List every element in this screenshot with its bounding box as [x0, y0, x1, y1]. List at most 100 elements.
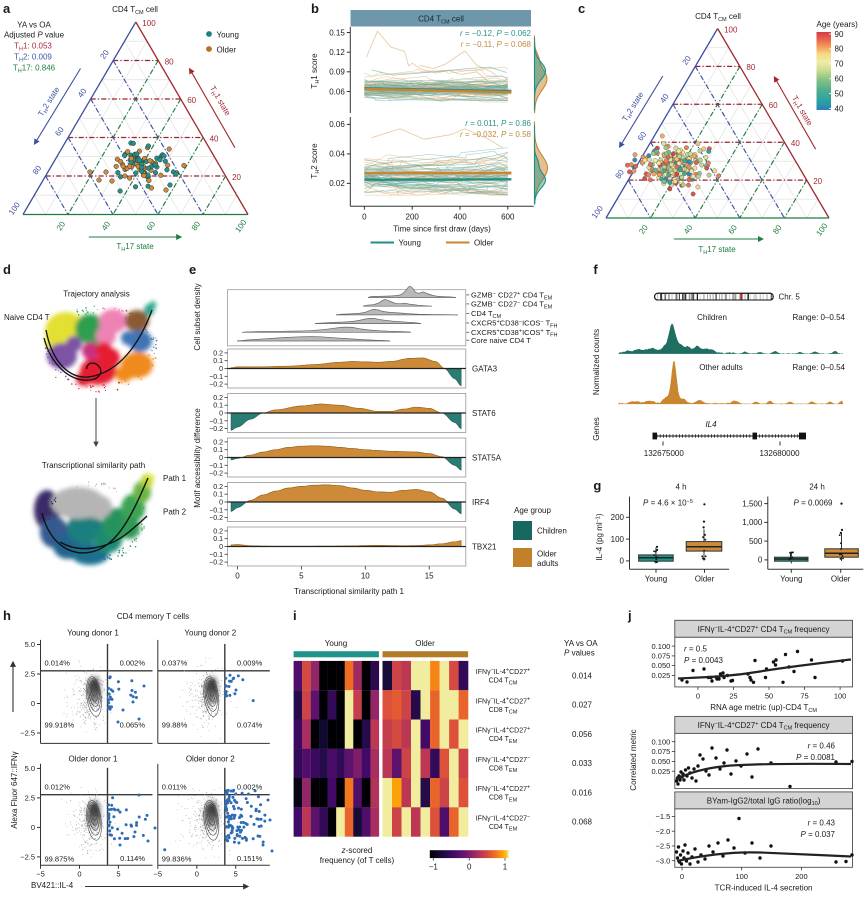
- svg-text:IFNγ−​IL-4+​CD27+​: IFNγ−​IL-4+​CD27+​: [476, 726, 530, 735]
- svg-text:0: 0: [31, 823, 35, 832]
- svg-text:0.014%: 0.014%: [45, 659, 71, 668]
- svg-text:frequency (of T cells): frequency (of T cells): [320, 856, 395, 865]
- svg-text:P values: P values: [564, 649, 595, 658]
- svg-text:0.02: 0.02: [329, 179, 345, 188]
- svg-text:r = −0.12, P = 0.062: r = −0.12, P = 0.062: [460, 29, 532, 38]
- svg-text:0: 0: [219, 500, 223, 507]
- svg-text:P = 4.6 × 10−5​: P = 4.6 × 10−5​: [643, 499, 693, 508]
- svg-text:P = 0.0043: P = 0.0043: [684, 656, 723, 665]
- svg-text:0: 0: [77, 870, 81, 879]
- svg-text:0.100: 0.100: [652, 737, 671, 746]
- svg-text:a: a: [3, 1, 11, 16]
- svg-text:0.1: 0.1: [213, 403, 223, 410]
- svg-text:20: 20: [813, 177, 822, 186]
- svg-text:500: 500: [749, 537, 763, 546]
- svg-text:−0.1: −0.1: [209, 463, 223, 470]
- svg-text:0.2: 0.2: [213, 528, 223, 535]
- svg-text:Young: Young: [780, 575, 802, 584]
- svg-text:IRF4: IRF4: [472, 498, 490, 507]
- svg-text:IFNγ−​IL-4+​CD27−​: IFNγ−​IL-4+​CD27−​: [476, 755, 530, 764]
- svg-text:0.15: 0.15: [329, 28, 345, 37]
- svg-text:0.075: 0.075: [652, 747, 671, 756]
- svg-text:5: 5: [234, 870, 238, 879]
- svg-text:0.037%: 0.037%: [162, 659, 188, 668]
- svg-text:2.5: 2.5: [25, 794, 35, 803]
- svg-text:Older: Older: [537, 550, 557, 559]
- svg-text:Young: Young: [399, 239, 421, 248]
- svg-text:Naive CD4 T: Naive CD4 T: [4, 313, 50, 322]
- svg-text:0.1: 0.1: [213, 492, 223, 499]
- svg-text:Adjusted P value: Adjusted P value: [4, 31, 65, 40]
- svg-text:0.033: 0.033: [572, 759, 593, 768]
- svg-text:Correlated metric: Correlated metric: [629, 729, 638, 790]
- svg-text:−0.1: −0.1: [209, 507, 223, 514]
- svg-text:50: 50: [765, 692, 773, 701]
- svg-text:r = 0.43: r = 0.43: [808, 819, 836, 828]
- svg-text:0.04: 0.04: [329, 150, 345, 159]
- svg-text:60: 60: [769, 101, 778, 110]
- svg-text:99.875%: 99.875%: [45, 854, 75, 863]
- svg-text:0.009%: 0.009%: [237, 659, 263, 668]
- svg-text:0.016: 0.016: [572, 789, 593, 798]
- svg-text:1: 1: [503, 863, 508, 872]
- svg-text:g: g: [593, 478, 601, 493]
- svg-text:−0.2: −0.2: [209, 515, 223, 522]
- svg-text:25: 25: [729, 692, 737, 701]
- svg-text:0.050: 0.050: [652, 661, 671, 670]
- svg-text:Core naive CD4 T: Core naive CD4 T: [471, 336, 531, 345]
- svg-text:h: h: [3, 608, 11, 623]
- svg-text:−5: −5: [154, 870, 163, 879]
- svg-text:40: 40: [791, 139, 800, 148]
- svg-text:−1.5: −1.5: [655, 812, 670, 821]
- svg-text:GATA3: GATA3: [472, 364, 498, 373]
- svg-text:1,500: 1,500: [742, 499, 763, 508]
- svg-text:Older: Older: [217, 45, 237, 54]
- svg-text:0: 0: [219, 411, 223, 418]
- svg-text:4 h: 4 h: [675, 483, 686, 492]
- svg-text:IFNγ−​IL-4+​CD27+​: IFNγ−​IL-4+​CD27+​: [476, 785, 530, 794]
- svg-text:0: 0: [219, 544, 223, 551]
- svg-text:80: 80: [165, 57, 174, 66]
- svg-text:80: 80: [835, 45, 844, 54]
- svg-text:90: 90: [835, 30, 844, 39]
- svg-text:c: c: [578, 1, 585, 16]
- svg-text:0.074%: 0.074%: [237, 720, 263, 729]
- svg-text:Young: Young: [325, 639, 347, 648]
- svg-text:Chr. 5: Chr. 5: [779, 293, 801, 302]
- svg-text:0.050: 0.050: [652, 757, 671, 766]
- svg-text:0.025: 0.025: [652, 671, 671, 680]
- svg-text:0.002%: 0.002%: [237, 782, 263, 791]
- svg-text:0: 0: [620, 557, 625, 566]
- svg-text:0.06: 0.06: [329, 120, 345, 129]
- svg-text:P = 0.037: P = 0.037: [801, 830, 836, 839]
- svg-text:e: e: [189, 262, 196, 277]
- svg-text:−2.5: −2.5: [20, 729, 35, 738]
- svg-text:Older: Older: [831, 575, 851, 584]
- svg-text:−0.2: −0.2: [209, 560, 223, 567]
- svg-text:−2.5: −2.5: [655, 842, 670, 851]
- svg-text:Age (years): Age (years): [817, 20, 859, 29]
- svg-text:YA vs OA: YA vs OA: [564, 639, 598, 648]
- svg-text:−0.1: −0.1: [209, 418, 223, 425]
- svg-text:Transcriptional similarity pat: Transcriptional similarity path 1: [294, 587, 405, 596]
- svg-text:Age group: Age group: [514, 506, 551, 515]
- svg-text:24 h: 24 h: [809, 483, 825, 492]
- svg-text:0.002%: 0.002%: [120, 659, 146, 668]
- svg-text:Normalized counts: Normalized counts: [592, 329, 601, 395]
- svg-text:0: 0: [467, 863, 472, 872]
- svg-text:0.065%: 0.065%: [120, 720, 146, 729]
- svg-text:STAT5A: STAT5A: [472, 453, 502, 462]
- svg-text:Path 1: Path 1: [163, 474, 187, 483]
- svg-text:100: 100: [735, 872, 748, 881]
- svg-text:IL4: IL4: [705, 420, 717, 429]
- svg-text:0.151%: 0.151%: [237, 854, 263, 863]
- svg-text:0.075: 0.075: [652, 652, 671, 661]
- svg-text:80: 80: [746, 63, 755, 72]
- svg-text:i: i: [293, 608, 297, 623]
- svg-text:z-scored: z-scored: [341, 846, 373, 855]
- svg-text:0: 0: [219, 455, 223, 462]
- svg-text:−0.1: −0.1: [209, 374, 223, 381]
- svg-text:0.012%: 0.012%: [45, 782, 71, 791]
- svg-text:f: f: [593, 262, 598, 277]
- svg-text:BV421::IL-4: BV421::IL-4: [31, 881, 74, 890]
